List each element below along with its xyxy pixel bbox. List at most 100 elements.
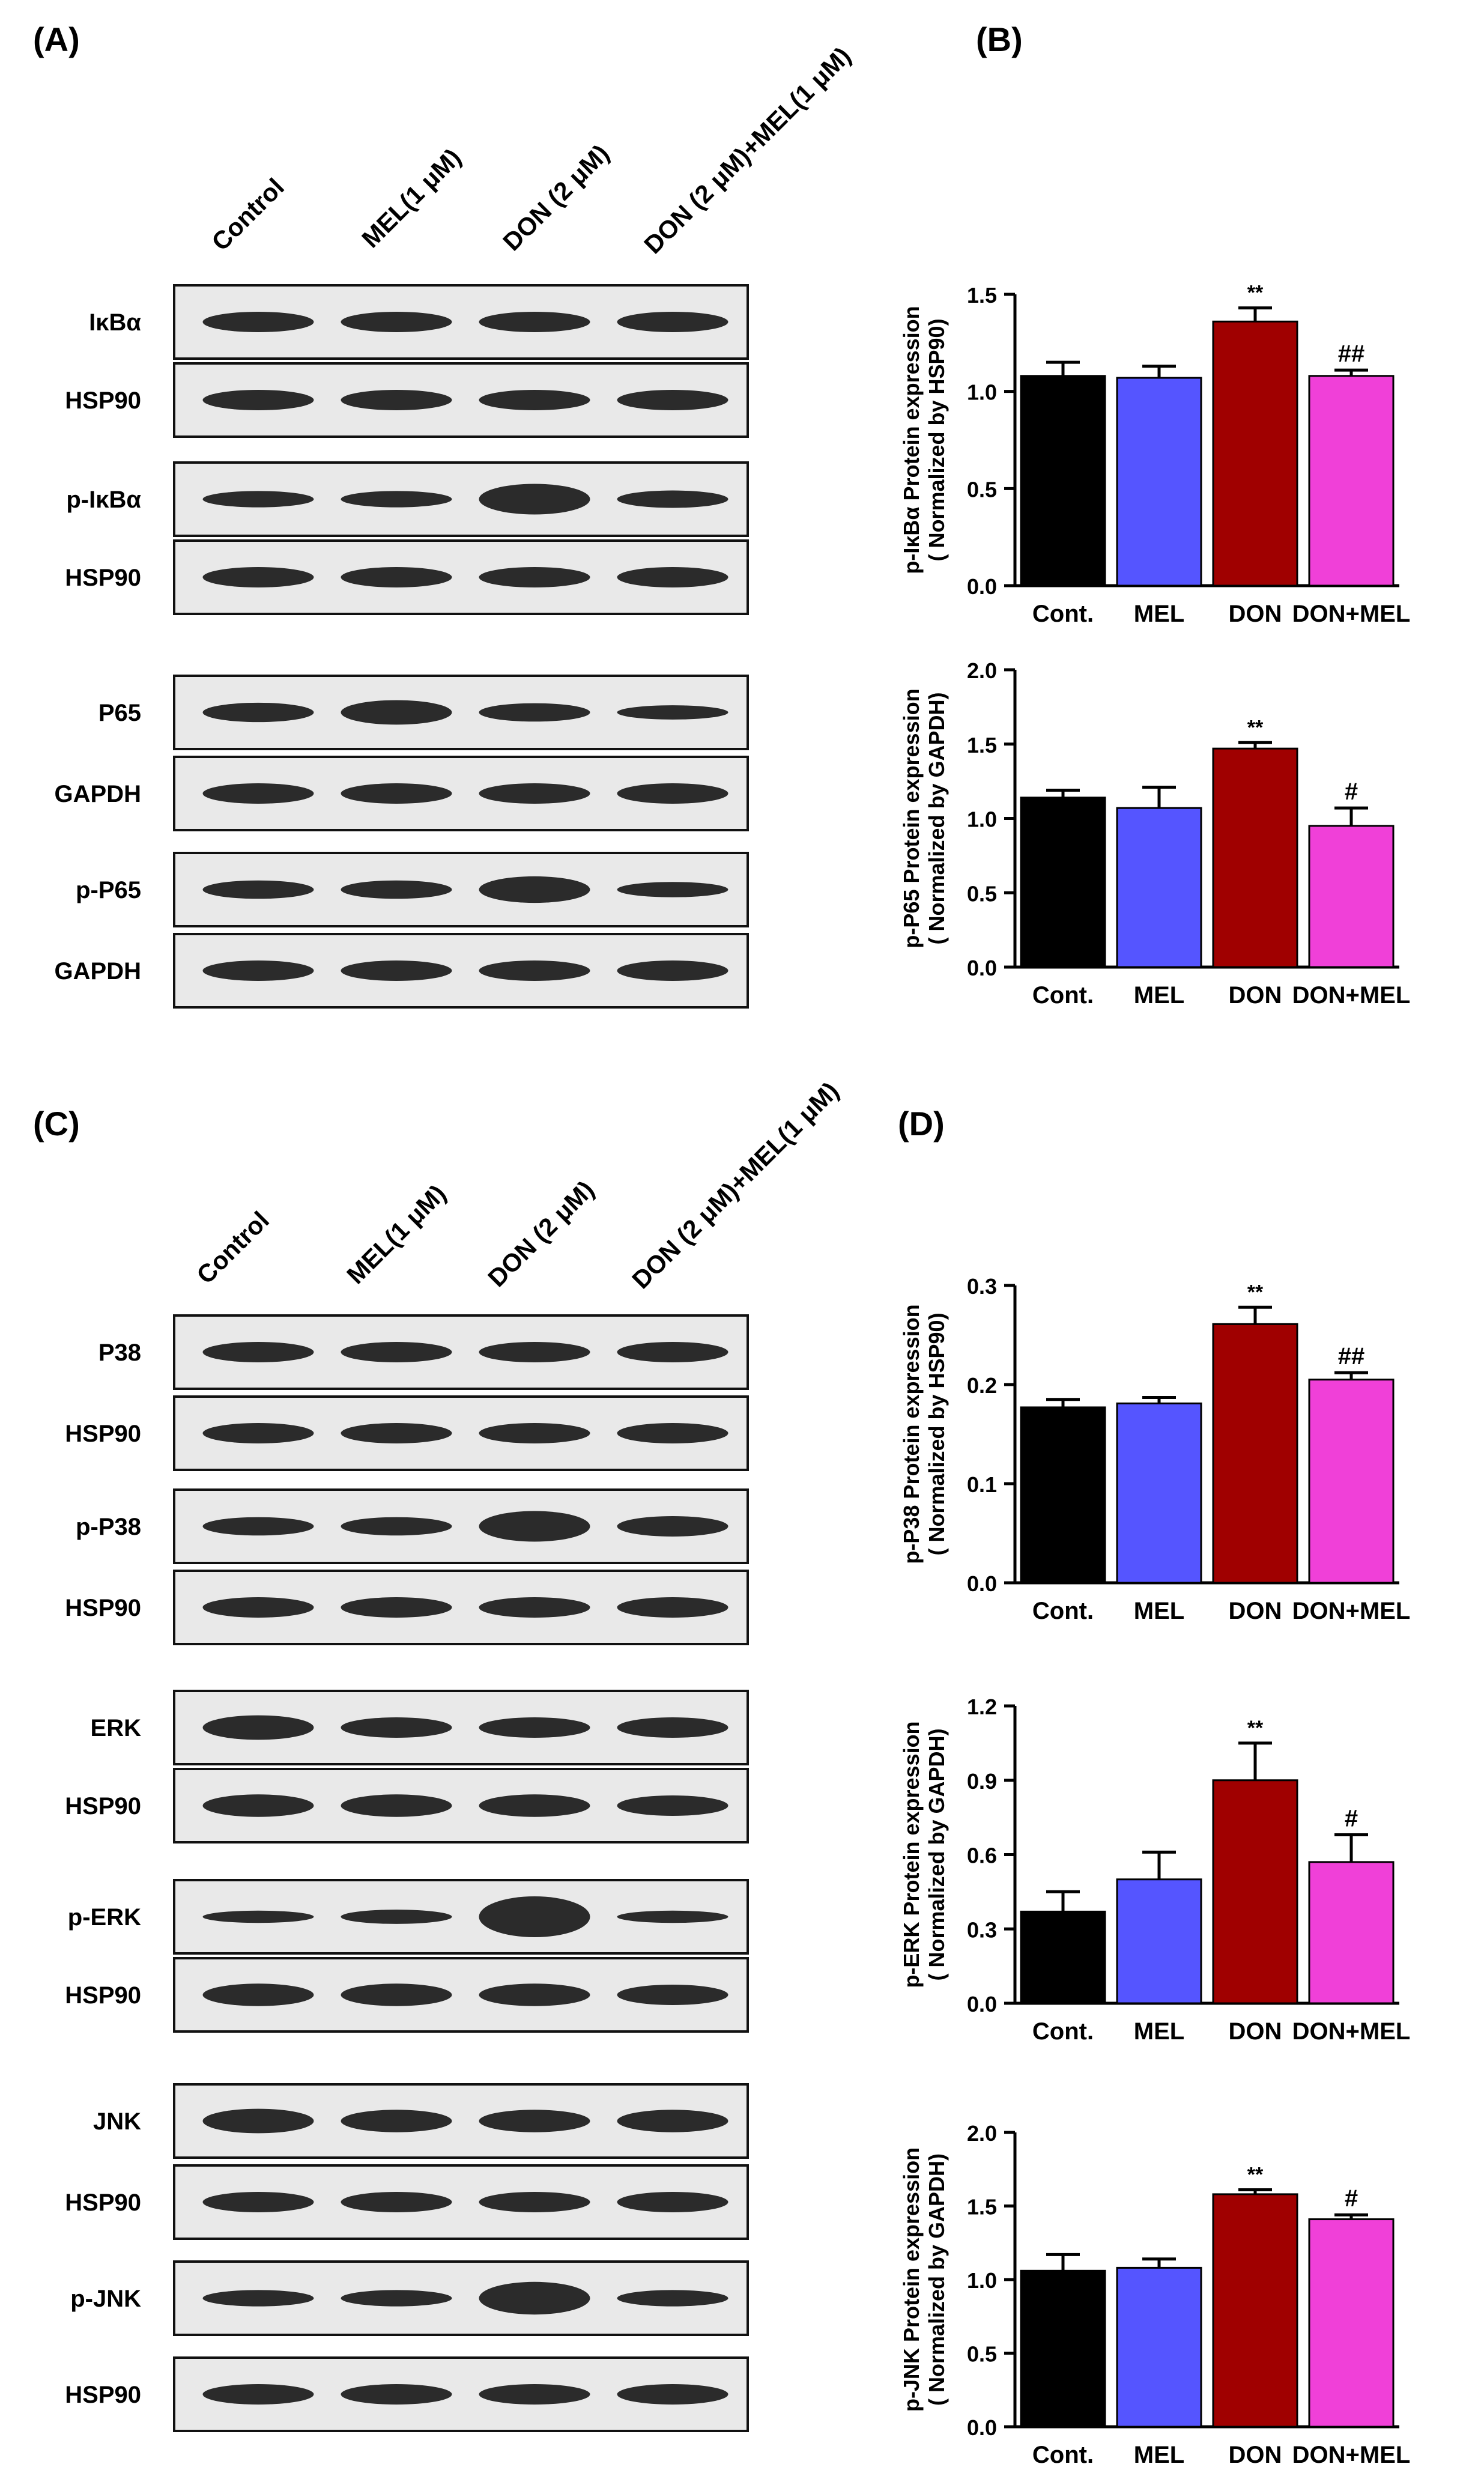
y-tick-label: 1.0: [967, 807, 997, 832]
blot-label: HSP90: [65, 1595, 141, 1621]
blot-band: [479, 1896, 590, 1937]
y-tick-label: 1.5: [967, 733, 997, 757]
y-tick-label: 0.2: [967, 1373, 997, 1398]
y-tick-label: 0.5: [967, 2342, 997, 2367]
blot-band: [202, 567, 314, 587]
blot-band: [479, 390, 590, 410]
blot-band: [202, 783, 314, 804]
blot-band: [202, 960, 314, 981]
blot-label: HSP90: [65, 565, 141, 591]
blot-band: [202, 491, 314, 508]
blot-band: [617, 2110, 728, 2132]
western-blots-a: IκBα HSP90 p-IκBα HSP90 P65 GAPDH p-P65 GAPDH: [55, 284, 749, 1009]
blot-strip: P38: [98, 1314, 749, 1390]
blot-band: [617, 312, 728, 332]
y-axis-title: p-P38 Protein expression: [899, 1304, 924, 1564]
blot-label: p-IκBα: [66, 487, 141, 513]
blot-band: [341, 312, 452, 332]
blot-band: [202, 1423, 314, 1443]
blot-band: [617, 960, 728, 981]
blot-band: [341, 1910, 452, 1924]
blot-strip: HSP90: [65, 1570, 749, 1645]
significance-mark: #: [1345, 1806, 1358, 1832]
blot-band: [202, 1597, 314, 1618]
blot-band: [617, 2384, 728, 2405]
x-tick-label: MEL: [1134, 2018, 1184, 2045]
blot-band: [617, 567, 728, 587]
blot-band: [202, 1794, 314, 1817]
blot-band: [617, 1342, 728, 1362]
blot-band: [479, 567, 590, 587]
blot-band: [202, 1715, 314, 1740]
x-tick-label: DON: [1229, 1598, 1282, 1624]
bar-don: [1212, 1323, 1298, 1584]
blot-band: [479, 1511, 590, 1542]
bar-mel: [1116, 377, 1202, 587]
y-tick-label: 1.0: [967, 2268, 997, 2293]
blot-band: [617, 882, 728, 897]
blot-band: [202, 2192, 314, 2212]
x-tick-label: Cont.: [1032, 601, 1094, 627]
blot-band: [479, 1983, 590, 2006]
x-tick-label: Cont.: [1032, 2018, 1094, 2045]
blot-strip: ERK: [91, 1690, 749, 1765]
bar-don-mel: [1308, 825, 1395, 968]
y-tick-label: 2.0: [967, 2121, 997, 2146]
bar-don: [1212, 747, 1298, 968]
significance-mark: #: [1345, 2185, 1358, 2212]
blot-band: [341, 880, 452, 899]
x-tick-label: DON: [1229, 2018, 1282, 2045]
blot-label: P38: [98, 1340, 141, 1366]
y-tick-label: 0.3: [967, 1917, 997, 1942]
panel-label-d: (D): [898, 1105, 945, 1142]
blot-label: GAPDH: [55, 958, 141, 985]
chart-pP65: 0.0 0.5 1.0 1.5 2.0 Cont. MEL ** DON # DON+MEL p-P6…: [899, 658, 1410, 1009]
blot-band: [617, 1910, 728, 1923]
blot-band: [479, 1717, 590, 1738]
y-tick-label: 2.0: [967, 658, 997, 683]
blot-label: p-P65: [76, 877, 141, 903]
y-tick-label: 0.0: [967, 1992, 997, 2016]
y-axis-subtitle: ( Normalized by HSP90): [924, 318, 949, 561]
x-tick-label: Cont.: [1032, 2442, 1094, 2468]
blot-label: p-ERK: [68, 1904, 141, 1931]
blot-band: [479, 1597, 590, 1618]
blot-band: [479, 1794, 590, 1817]
blot-band: [479, 2110, 590, 2132]
blot-band: [341, 390, 452, 410]
bar-don-mel: [1308, 2218, 1395, 2428]
x-tick-label: DON+MEL: [1292, 982, 1411, 1009]
y-tick-label: 1.5: [967, 283, 997, 308]
blot-band: [341, 1597, 452, 1618]
blot-band: [341, 2110, 452, 2132]
bar-cont-: [1020, 2269, 1106, 2428]
blot-band: [341, 1983, 452, 2006]
y-tick-label: 0.0: [967, 956, 997, 980]
bar-mel: [1116, 807, 1202, 968]
blot-band: [202, 312, 314, 332]
chart-pERK: 0.0 0.3 0.6 0.9 1.2 Cont. MEL ** DON # DON+MEL p-ER…: [899, 1695, 1410, 2045]
significance-mark: **: [1247, 716, 1264, 739]
blot-band: [202, 702, 314, 723]
blot-band: [341, 491, 452, 508]
y-tick-label: 1.0: [967, 380, 997, 405]
significance-mark: **: [1247, 1717, 1264, 1740]
y-tick-label: 0.1: [967, 1472, 997, 1497]
blot-band: [341, 1342, 452, 1362]
y-axis-title: p-P65 Protein expression: [899, 688, 924, 948]
blot-band: [341, 1517, 452, 1536]
blot-strip: p-P65: [76, 852, 749, 927]
blot-band: [341, 567, 452, 587]
x-tick-label: DON: [1229, 601, 1282, 627]
blot-strip: p-P38: [76, 1488, 749, 1564]
x-tick-label: MEL: [1134, 982, 1184, 1009]
x-tick-label: MEL: [1134, 2442, 1184, 2468]
blot-band: [202, 1342, 314, 1362]
chart-pJNK: 0.0 0.5 1.0 1.5 2.0 Cont. MEL ** DON # DON+MEL p-JN…: [899, 2121, 1410, 2468]
blot-band: [479, 876, 590, 903]
blot-band: [479, 960, 590, 981]
bar-don-mel: [1308, 375, 1395, 587]
blot-strip: P65: [98, 675, 749, 750]
significance-mark: **: [1247, 282, 1264, 305]
